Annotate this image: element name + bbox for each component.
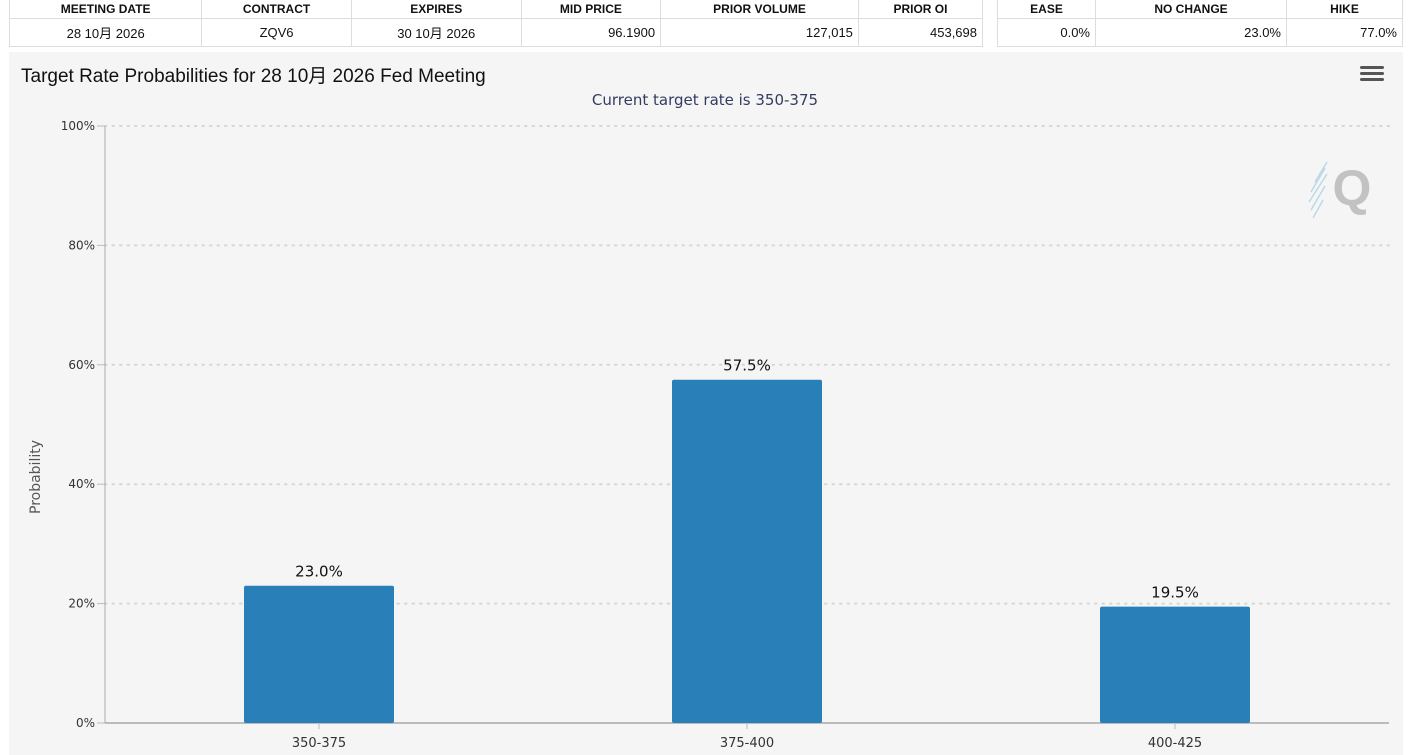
y-tick-label: 0% — [76, 716, 95, 730]
header-prior-oi: PRIOR OI — [857, 0, 984, 19]
y-tick-label: 60% — [68, 358, 95, 372]
table-header-row: EASE NO CHANGE HIKE — [997, 0, 1403, 19]
q-logo-icon: Q — [1308, 160, 1372, 219]
header-prior-volume: PRIOR VOLUME — [660, 0, 859, 19]
table-row: 28 10月 2026 ZQV6 30 10月 2026 96.1900 127… — [8, 18, 984, 47]
x-category-label: 350-375 — [292, 736, 346, 751]
bar — [672, 379, 822, 723]
bar — [1100, 606, 1250, 723]
cell-mid-price: 96.1900 — [520, 18, 662, 47]
bar-data-label: 57.5% — [723, 357, 771, 375]
y-tick-label: 80% — [68, 238, 95, 252]
table-header-row: MEETING DATE CONTRACT EXPIRES MID PRICE … — [8, 0, 984, 19]
hamburger-menu-icon[interactable] — [1360, 66, 1384, 86]
header-no-change: NO CHANGE — [1095, 0, 1287, 19]
header-expires: EXPIRES — [350, 0, 522, 19]
x-category-label: 375-400 — [720, 736, 774, 751]
chart-subtitle: Current target rate is 350-375 — [591, 91, 819, 109]
header-mid-price: MID PRICE — [520, 0, 662, 19]
chart-panel: Target Rate Probabilities for 28 10月 202… — [9, 52, 1403, 755]
cell-prior-volume: 127,015 — [660, 18, 859, 47]
y-tick-label: 40% — [68, 477, 95, 491]
table-row: 0.0% 23.0% 77.0% — [997, 18, 1403, 47]
cell-no-change: 23.0% — [1095, 18, 1287, 47]
chart-title: Target Rate Probabilities for 28 10月 202… — [21, 66, 486, 87]
x-category-label: 400-425 — [1148, 736, 1202, 751]
header-meeting-date: MEETING DATE — [8, 0, 203, 19]
svg-text:Q: Q — [1333, 160, 1372, 216]
cell-hike: 77.0% — [1286, 18, 1403, 47]
cell-prior-oi: 453,698 — [857, 18, 984, 47]
header-hike: HIKE — [1286, 0, 1403, 19]
cell-ease: 0.0% — [997, 18, 1096, 47]
bar-chart: Q 0% 20% 40% 60% 80% 100% 23.0% 350-375 57.5% 37… — [61, 119, 1390, 751]
cell-meeting-date: 28 10月 2026 — [8, 18, 203, 47]
y-tick-label: 100% — [61, 119, 95, 133]
cell-expires: 30 10月 2026 — [350, 18, 522, 47]
contract-info-table: MEETING DATE CONTRACT EXPIRES MID PRICE … — [8, 0, 984, 47]
bar — [244, 585, 394, 723]
probability-summary-table: EASE NO CHANGE HIKE 0.0% 23.0% 77.0% — [997, 0, 1403, 47]
header-contract: CONTRACT — [201, 0, 352, 19]
cell-contract: ZQV6 — [201, 18, 352, 47]
bar-data-label: 19.5% — [1151, 584, 1199, 602]
y-tick-label: 20% — [68, 597, 95, 611]
bar-data-label: 23.0% — [295, 563, 343, 581]
header-ease: EASE — [997, 0, 1096, 19]
